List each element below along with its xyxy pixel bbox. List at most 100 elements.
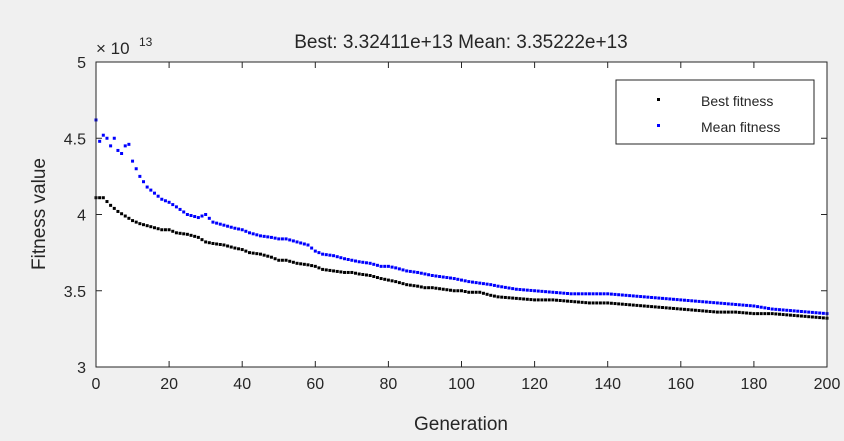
- data-point: [796, 314, 800, 318]
- legend-marker-best: [657, 98, 660, 101]
- data-point: [566, 291, 569, 295]
- data-point: [642, 304, 646, 308]
- chart-title: Best: 3.32411e+13 Mean: 3.35222e+13: [294, 32, 627, 53]
- data-point: [671, 306, 675, 310]
- data-point: [112, 136, 116, 140]
- y-exponent-label: × 10: [96, 39, 130, 58]
- data-point: [160, 197, 164, 201]
- data-point: [332, 269, 336, 273]
- data-point: [138, 222, 142, 226]
- data-point: [693, 299, 697, 303]
- data-point: [788, 309, 792, 313]
- data-point: [112, 206, 116, 210]
- data-point: [171, 203, 175, 207]
- data-point: [741, 303, 745, 307]
- data-point: [507, 286, 511, 290]
- data-point: [536, 298, 540, 302]
- data-point: [105, 200, 109, 204]
- data-point: [182, 210, 186, 214]
- data-point: [759, 312, 763, 316]
- data-point: [427, 273, 431, 277]
- data-point: [500, 285, 504, 289]
- data-point: [438, 275, 442, 279]
- data-point: [785, 313, 789, 317]
- data-point: [354, 259, 357, 263]
- data-point: [803, 310, 807, 314]
- data-point: [639, 295, 643, 299]
- data-point: [723, 302, 727, 306]
- data-point: [708, 309, 712, 313]
- data-point: [449, 288, 453, 292]
- data-point: [160, 228, 164, 232]
- data-point: [774, 312, 778, 316]
- data-point: [467, 290, 471, 294]
- data-point: [313, 264, 317, 268]
- data-point: [288, 259, 292, 263]
- data-point: [149, 225, 153, 229]
- data-point: [470, 290, 474, 294]
- data-point: [810, 310, 814, 314]
- data-point: [280, 237, 284, 241]
- data-point: [540, 289, 544, 293]
- data-point: [467, 280, 471, 284]
- data-point: [335, 255, 339, 259]
- data-point: [98, 139, 102, 143]
- data-point: [218, 222, 222, 226]
- data-point: [536, 289, 540, 293]
- data-point: [233, 246, 237, 250]
- data-point: [328, 268, 332, 272]
- data-point: [566, 299, 569, 303]
- data-point: [101, 196, 105, 200]
- data-point: [156, 194, 160, 198]
- data-point: [639, 304, 643, 308]
- data-point: [803, 314, 807, 318]
- data-point: [427, 286, 431, 290]
- data-point: [452, 277, 456, 281]
- data-point: [525, 297, 529, 301]
- data-point: [163, 199, 167, 203]
- data-point: [397, 281, 401, 285]
- data-point: [280, 258, 284, 262]
- data-point: [763, 312, 767, 316]
- data-point: [266, 235, 270, 239]
- data-point: [266, 254, 270, 258]
- data-point: [544, 290, 548, 294]
- data-point: [142, 180, 146, 184]
- data-point: [719, 310, 723, 314]
- data-point: [595, 292, 599, 296]
- data-point: [712, 301, 716, 305]
- data-point: [350, 258, 354, 262]
- data-point: [361, 260, 365, 264]
- data-point: [452, 289, 456, 293]
- x-tick-label: 140: [594, 376, 621, 393]
- data-point: [682, 307, 686, 311]
- data-point: [734, 310, 738, 314]
- data-point: [390, 265, 394, 269]
- data-point: [142, 223, 146, 227]
- data-point: [686, 308, 690, 312]
- data-point: [573, 292, 577, 296]
- data-point: [635, 303, 639, 307]
- data-point: [777, 308, 781, 312]
- y-tick-label: 3: [77, 360, 86, 377]
- data-point: [756, 305, 760, 309]
- data-point: [529, 298, 533, 302]
- data-point: [226, 244, 230, 248]
- data-point: [167, 228, 171, 232]
- data-point: [701, 309, 705, 313]
- data-point: [814, 315, 818, 319]
- series-mean-fitness: [94, 118, 829, 316]
- data-point: [339, 270, 343, 274]
- data-point: [310, 246, 314, 250]
- data-point: [456, 277, 460, 281]
- data-point: [430, 286, 434, 290]
- data-point: [712, 310, 716, 314]
- legend-marker-mean: [657, 124, 660, 127]
- data-point: [489, 293, 493, 297]
- data-point: [255, 252, 259, 256]
- data-point: [335, 269, 339, 273]
- data-point: [354, 271, 357, 275]
- data-point: [653, 305, 657, 309]
- data-point: [777, 312, 781, 316]
- data-point: [595, 301, 599, 305]
